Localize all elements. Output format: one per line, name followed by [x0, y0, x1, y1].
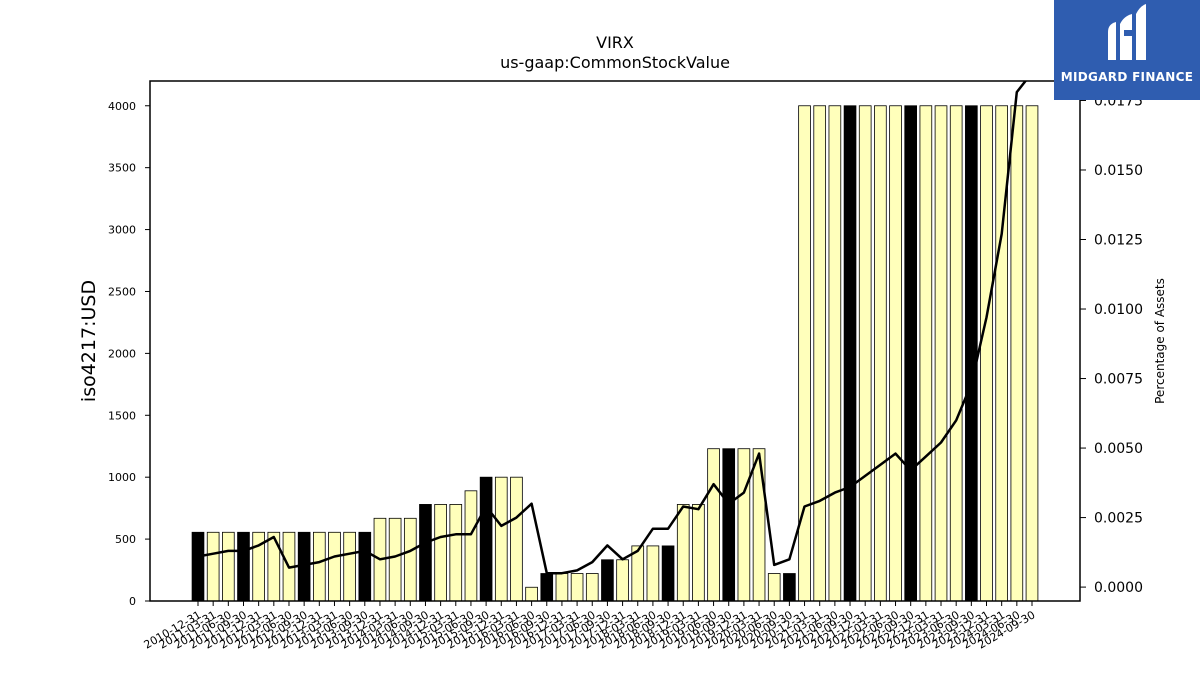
bar-2017-06-30 — [585, 573, 599, 602]
y2-tick-label-5: 0.0125 — [1094, 233, 1143, 249]
bar-2014-03-31 — [388, 517, 402, 602]
y2-tick-label-1: 0.0025 — [1094, 511, 1143, 527]
y-tick-label-2500: 2500 — [108, 285, 136, 298]
bar-2016-12-31 — [555, 573, 569, 602]
y-tick-label-4000: 4000 — [108, 100, 136, 113]
left-axis: 0 500 1000 1500 2000 2500 3000 3500 4000 — [108, 100, 150, 608]
bar-2013-03-31 — [328, 531, 341, 602]
bar-2024-06-30 — [1010, 105, 1024, 602]
bar-2024-09-30 — [1025, 105, 1039, 602]
bar-2016-03-31 — [510, 476, 523, 602]
bar-2021-12-31 — [858, 105, 872, 602]
bar-2015-12-31 — [494, 476, 508, 602]
bar-2014-09-30 — [419, 504, 432, 602]
y2-tick-label-2: 0.0050 — [1094, 441, 1143, 457]
y-tick-label-1500: 1500 — [108, 409, 136, 422]
bar-2014-12-31 — [434, 504, 447, 602]
bar-2019-12-31 — [737, 448, 751, 602]
bar-2019-03-31 — [692, 504, 705, 602]
bar-2019-09-30 — [722, 448, 736, 602]
y-tick-label-0: 0 — [129, 595, 136, 608]
bar-2017-03-31 — [570, 573, 584, 602]
bar-2013-09-30 — [358, 531, 372, 602]
chart-subtitle: us-gaap:CommonStockValue — [500, 53, 730, 72]
logo-text: MIDGARD FINANCE — [1060, 70, 1194, 84]
bar-2017-09-30 — [601, 559, 614, 602]
bar-2015-03-31 — [449, 504, 463, 602]
bar-2013-06-30 — [343, 531, 356, 602]
bar-2011-03-31 — [206, 531, 220, 602]
y-tick-label-3500: 3500 — [108, 162, 136, 175]
bar-2014-06-30 — [403, 517, 417, 602]
bar-2010-12-31 — [191, 531, 205, 602]
y2-axis-label: Percentage of Assets — [1153, 278, 1167, 404]
bar-2019-06-30 — [707, 448, 720, 602]
y-tick-label-1000: 1000 — [108, 471, 136, 484]
bar-2023-06-30 — [949, 105, 963, 602]
bar-2018-12-31 — [676, 504, 690, 602]
bars — [191, 105, 1039, 602]
bar-2022-06-30 — [889, 105, 902, 602]
y2-tick-label-3: 0.0075 — [1094, 372, 1143, 388]
bar-2018-09-30 — [661, 545, 675, 602]
bar-2021-09-30 — [843, 105, 857, 602]
bar-2024-03-31 — [995, 105, 1008, 602]
x-axis: 2010-12-312011-03-312011-06-302011-09-30… — [142, 601, 1038, 652]
bar-2021-06-30 — [828, 105, 842, 602]
bar-2022-09-30 — [904, 105, 918, 602]
bar-2023-09-30 — [965, 105, 978, 602]
y-tick-label-3000: 3000 — [108, 224, 136, 237]
bar-2012-12-31 — [312, 531, 326, 602]
percentage-line — [197, 81, 1028, 575]
bar-2021-03-31 — [813, 105, 827, 602]
bar-2020-03-31 — [752, 448, 766, 602]
bar-2020-06-30 — [767, 573, 781, 602]
bar-2022-12-31 — [919, 105, 933, 602]
y-tick-label-2000: 2000 — [108, 347, 136, 360]
y-tick-label-500: 500 — [115, 533, 136, 546]
brand-logo: MIDGARD FINANCE — [1054, 0, 1200, 100]
chart-title: VIRX — [596, 33, 634, 52]
midgard-logo-icon — [1108, 4, 1146, 60]
y2-tick-label-4: 0.0100 — [1094, 302, 1143, 318]
bar-2023-12-31 — [980, 105, 993, 602]
y-axis-label: iso4217:USD — [78, 280, 100, 402]
bar-2020-12-31 — [798, 105, 811, 602]
y2-tick-label-6: 0.0150 — [1094, 163, 1143, 179]
bar-2015-09-30 — [479, 476, 493, 602]
plot-frame — [149, 80, 1081, 602]
bar-2017-12-31 — [616, 559, 629, 602]
bar-2011-09-30 — [237, 531, 250, 602]
line-layer — [197, 81, 1028, 575]
right-axis: 0.0000 0.0025 0.0050 0.0075 0.0100 0.0125 0.01… — [1080, 93, 1143, 596]
bar-2016-09-30 — [540, 573, 554, 602]
bar-2023-03-31 — [934, 105, 948, 602]
bar-2011-06-30 — [222, 531, 235, 602]
bar-2022-03-31 — [874, 105, 887, 602]
bar-2018-06-30 — [646, 545, 660, 602]
bar-2016-06-30 — [525, 586, 538, 602]
bar-2015-06-30 — [464, 490, 478, 602]
y2-tick-label-0: 0.0000 — [1094, 580, 1143, 596]
bar-2020-09-30 — [783, 573, 796, 602]
